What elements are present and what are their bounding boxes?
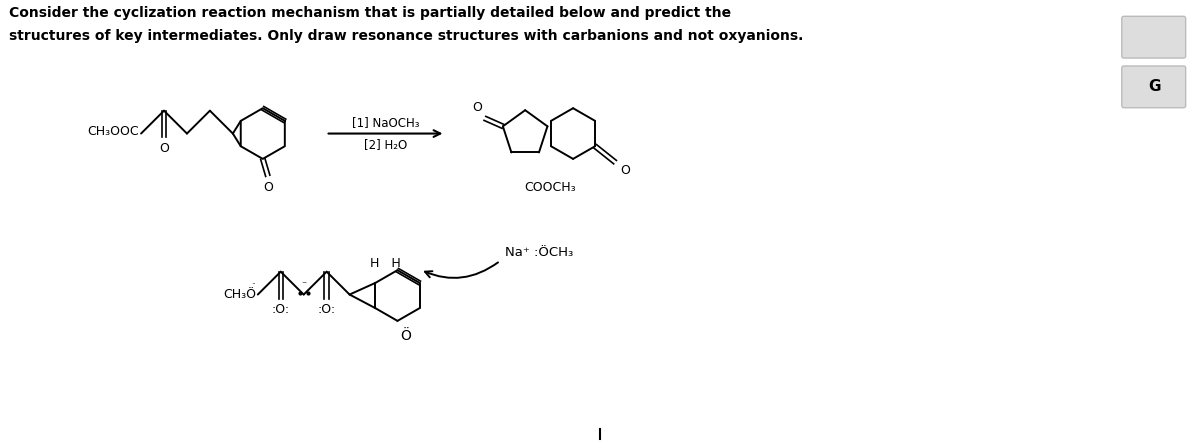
Text: :O:: :O: bbox=[271, 303, 290, 316]
Text: CH₃OOC: CH₃OOC bbox=[88, 125, 139, 138]
Text: [1] NaOCH₃: [1] NaOCH₃ bbox=[352, 116, 419, 128]
Text: O: O bbox=[620, 164, 630, 177]
Text: [2] H₂O: [2] H₂O bbox=[364, 139, 407, 152]
FancyBboxPatch shape bbox=[1122, 16, 1186, 58]
Text: Na⁺ :ÖCH₃: Na⁺ :ÖCH₃ bbox=[505, 246, 574, 259]
Text: O: O bbox=[263, 181, 272, 194]
FancyBboxPatch shape bbox=[1122, 66, 1186, 108]
Text: ⁻: ⁻ bbox=[301, 280, 306, 291]
Text: CH₃Ö: CH₃Ö bbox=[223, 288, 256, 301]
Text: O: O bbox=[160, 141, 169, 155]
Text: G: G bbox=[1148, 79, 1160, 94]
Text: Ö: Ö bbox=[400, 329, 410, 343]
Text: COOCH₃: COOCH₃ bbox=[524, 181, 576, 194]
Text: ··: ·· bbox=[252, 280, 257, 289]
Text: structures of key intermediates. Only draw resonance structures with carbanions : structures of key intermediates. Only dr… bbox=[10, 29, 804, 43]
Text: :O:: :O: bbox=[318, 303, 336, 316]
Text: Consider the cyclization reaction mechanism that is partially detailed below and: Consider the cyclization reaction mechan… bbox=[10, 6, 732, 20]
Text: H   H: H H bbox=[370, 256, 401, 270]
Text: O: O bbox=[472, 101, 482, 114]
